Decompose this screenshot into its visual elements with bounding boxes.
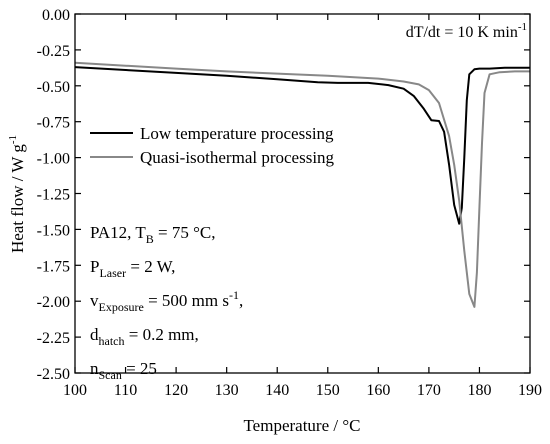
- x-tick-label: 140: [265, 382, 289, 399]
- x-tick-label: 170: [417, 382, 441, 399]
- plot-lines: [74, 61, 530, 308]
- processing-conditions: PA12, TB = 75 °C, PLaser = 2 W, vExposure …: [90, 223, 243, 382]
- y-tick-label: -1.25: [37, 187, 70, 204]
- series-line-low-temperature: [74, 66, 530, 225]
- y-tick-label: 0.00: [42, 7, 70, 24]
- x-tick-label: 110: [114, 382, 137, 399]
- axis-ticks: [74, 13, 531, 374]
- y-tick-label: -1.75: [37, 258, 70, 275]
- y-tick-label: -2.25: [37, 330, 70, 347]
- y-tick-label: -1.50: [37, 222, 70, 239]
- legend-label-low-temperature: Low temperature processing: [140, 124, 334, 143]
- x-tick-labels: 100 110 120 130 140 150 160 170 180 190: [63, 382, 542, 399]
- x-tick-label: 150: [316, 382, 340, 399]
- series-line-quasi-isothermal: [74, 61, 530, 308]
- x-tick-label: 100: [63, 382, 87, 399]
- x-axis-label: Temperature / °C: [243, 416, 360, 435]
- y-tick-label: -0.25: [37, 43, 70, 60]
- legend-label-quasi-isothermal: Quasi-isothermal processing: [140, 148, 335, 167]
- y-tick-label: -2.50: [37, 366, 70, 383]
- x-tick-label: 190: [518, 382, 542, 399]
- condition-line: PA12, TB = 75 °C,: [90, 223, 216, 246]
- condition-line: dhatch = 0.2 mm,: [90, 325, 199, 348]
- y-tick-label: -2.00: [37, 294, 70, 311]
- y-axis-label: Heat flow / W g-1: [7, 135, 27, 253]
- legend: Low temperature processing Quasi-isother…: [90, 124, 335, 167]
- x-tick-label: 120: [164, 382, 188, 399]
- x-tick-label: 160: [366, 382, 390, 399]
- x-tick-label: 130: [215, 382, 239, 399]
- y-tick-labels: 0.00 -0.25 -0.50 -0.75 -1.00 -1.25 -1.50 -1.75 -…: [37, 7, 70, 383]
- heating-rate-annotation: dT/dt = 10 K min-1: [406, 21, 527, 41]
- y-tick-label: -0.50: [37, 79, 70, 96]
- y-tick-label: -1.00: [37, 151, 70, 168]
- condition-line: PLaser = 2 W,: [90, 257, 175, 280]
- y-tick-label: -0.75: [37, 115, 70, 132]
- x-tick-label: 180: [467, 382, 491, 399]
- condition-line: vExposure = 500 mm s-1,: [90, 288, 243, 314]
- condition-line: nScan = 25: [90, 359, 157, 382]
